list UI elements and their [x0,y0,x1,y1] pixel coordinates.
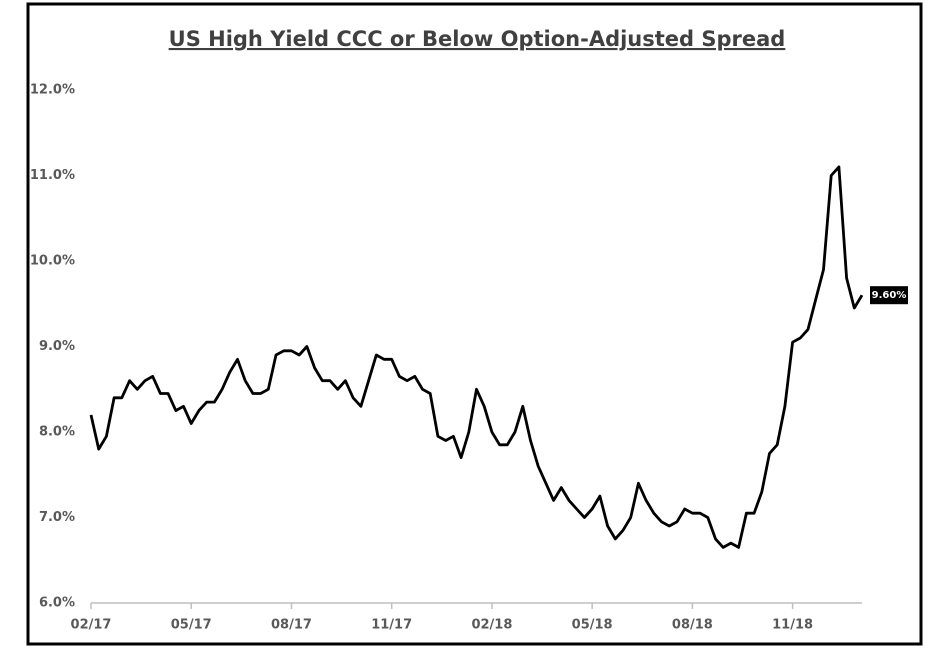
x-tick-label: 02/17 [71,618,112,633]
x-tick-label: 08/17 [271,618,312,633]
x-tick-label: 11/17 [371,618,412,633]
y-tick-label: 12.0% [30,83,75,98]
x-tick-label: 02/18 [471,618,512,633]
y-tick-label: 8.0% [39,425,75,440]
y-tick-label: 6.0% [39,596,75,611]
chart-title: US High Yield CCC or Below Option-Adjust… [169,27,786,51]
x-tick-label: 05/18 [572,618,613,633]
value-label: 9.60% [872,290,907,301]
frame [26,2,923,646]
y-tick-label: 7.0% [39,510,75,525]
line [89,165,864,549]
value-label-box [870,286,908,305]
y-tick-label: 11.0% [30,168,75,183]
y-tick-label: 9.0% [39,339,75,354]
x-tick-label: 11/18 [772,618,813,633]
x-tick-label: 05/17 [171,618,212,633]
y-tick-label: 10.0% [30,254,75,269]
x-tick-label: 08/18 [672,618,713,633]
